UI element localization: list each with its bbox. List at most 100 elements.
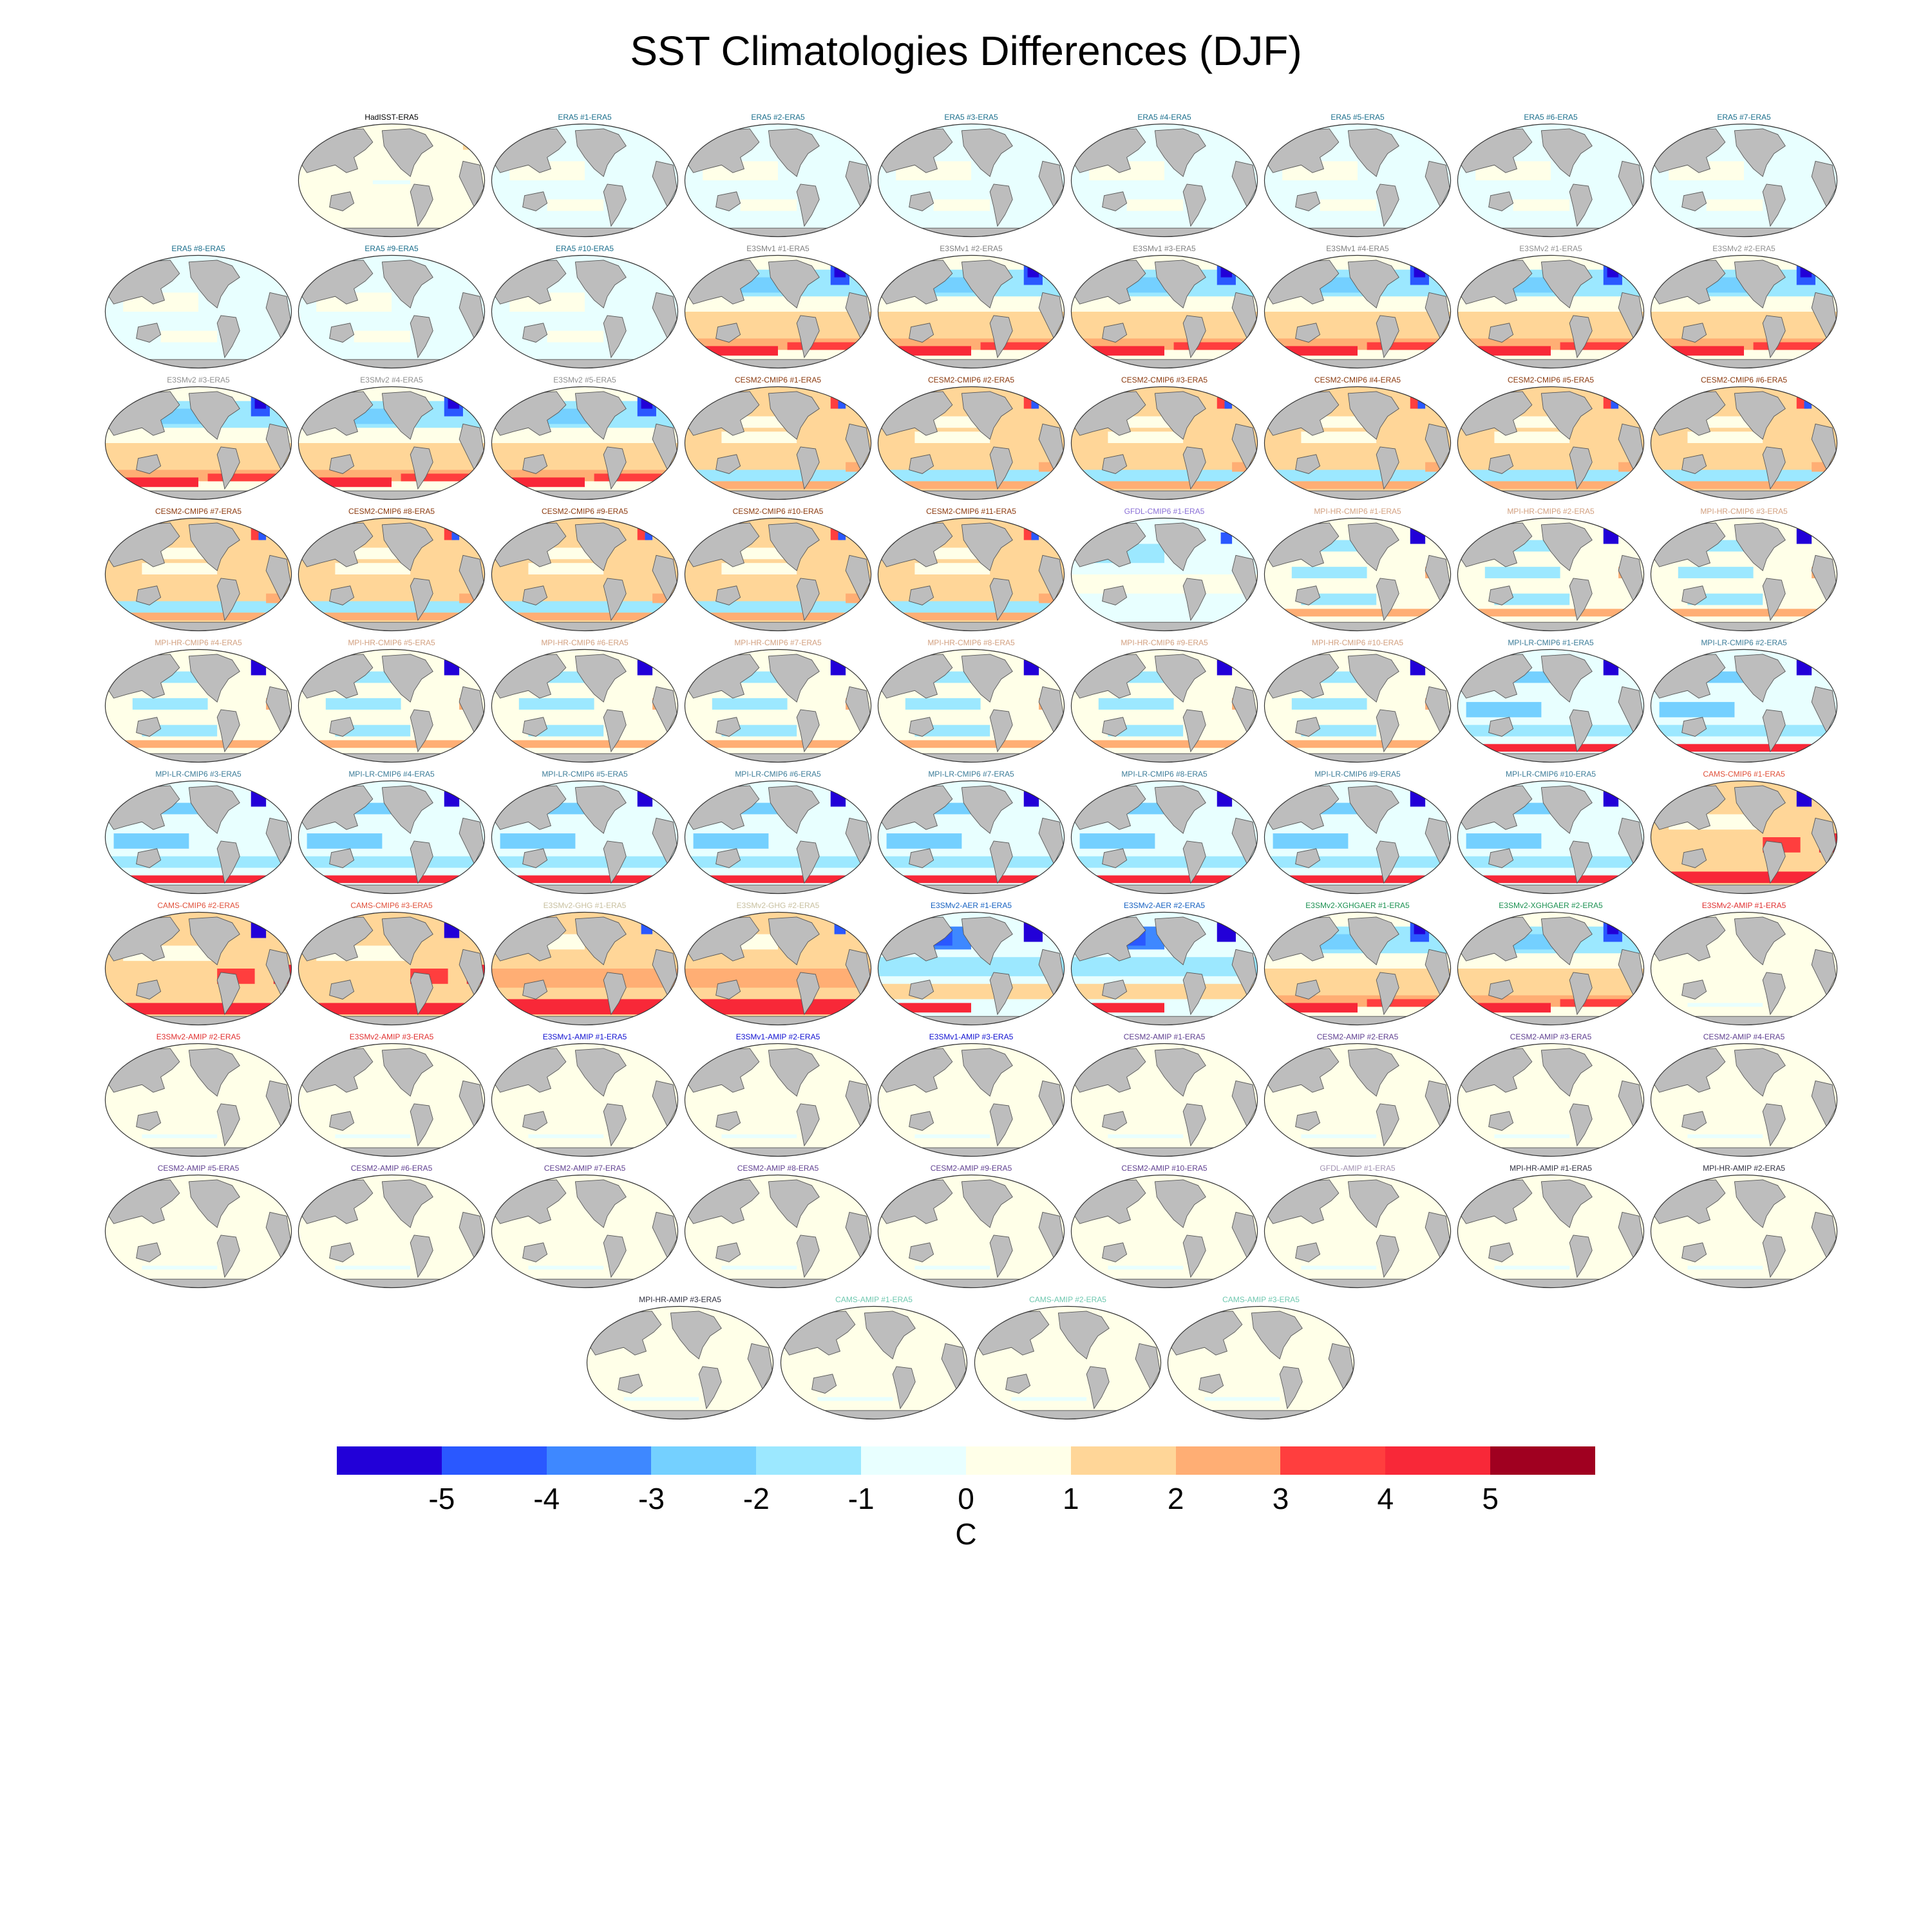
map-outline bbox=[877, 254, 1065, 369]
land-mass bbox=[685, 490, 871, 500]
land-mass bbox=[961, 1179, 1013, 1228]
land-mass bbox=[1376, 184, 1399, 227]
land-mass bbox=[1376, 1103, 1399, 1147]
land-mass bbox=[892, 1366, 916, 1410]
land-mass bbox=[298, 227, 485, 237]
chart-title: SST Climatologies Differences (DJF) bbox=[630, 28, 1302, 74]
bias-region bbox=[444, 922, 460, 938]
bias-region bbox=[878, 312, 1065, 339]
panel-title: MPI-HR-CMIP6 #9-ERA5 bbox=[1121, 638, 1208, 647]
map-outline bbox=[298, 517, 486, 632]
land-mass bbox=[1734, 1048, 1786, 1097]
land-mass bbox=[989, 578, 1013, 621]
bias-region bbox=[1089, 1003, 1164, 1013]
panel-title: CESM2-CMIP6 #4-ERA5 bbox=[1314, 375, 1401, 384]
sst-difference-map bbox=[877, 254, 1065, 369]
bias-region bbox=[1108, 1134, 1184, 1139]
land-mass bbox=[1762, 315, 1786, 359]
bias-region bbox=[1457, 969, 1644, 996]
land-mass bbox=[381, 522, 433, 571]
map-outline bbox=[877, 911, 1065, 1026]
land-mass bbox=[1295, 1111, 1321, 1131]
land-mass bbox=[909, 848, 934, 868]
map-panel: CAMS-CMIP6 #2-ERA5 bbox=[104, 901, 292, 1030]
map-outline bbox=[1070, 254, 1258, 369]
land-mass bbox=[522, 323, 548, 343]
colorbar-bin bbox=[1385, 1446, 1491, 1475]
land-mass bbox=[1651, 359, 1837, 368]
land-mass bbox=[188, 260, 240, 308]
land-mass bbox=[909, 585, 934, 605]
land-mass bbox=[768, 1179, 820, 1228]
bias-region bbox=[1560, 999, 1636, 1007]
bias-region bbox=[1079, 833, 1155, 849]
land-mass bbox=[136, 980, 162, 999]
land-mass bbox=[685, 884, 871, 894]
bias-region bbox=[1494, 431, 1570, 443]
map-outline bbox=[1264, 254, 1452, 369]
map-outline bbox=[684, 649, 872, 763]
bias-region bbox=[1651, 609, 1837, 617]
map-outline bbox=[491, 517, 679, 632]
land-mass bbox=[1295, 323, 1321, 343]
bias-region bbox=[1264, 609, 1451, 617]
sst-difference-map bbox=[104, 517, 292, 632]
bias-region bbox=[830, 659, 846, 676]
bias-region bbox=[685, 999, 871, 1015]
land-mass bbox=[216, 709, 240, 753]
land-mass bbox=[1182, 446, 1206, 490]
colorbar-tick-label: -3 bbox=[638, 1482, 665, 1515]
land-mass bbox=[1182, 840, 1206, 884]
bias-region bbox=[1367, 999, 1443, 1007]
colorbar-tick-label: 3 bbox=[1272, 1482, 1289, 1515]
panel-title: E3SMv1-AMIP #2-ERA5 bbox=[735, 1032, 820, 1041]
land-mass bbox=[410, 1103, 433, 1147]
colorbar bbox=[337, 1446, 1595, 1475]
bias-region bbox=[1603, 528, 1619, 544]
bias-region bbox=[1603, 791, 1619, 807]
sst-difference-map bbox=[1650, 254, 1838, 369]
map-panel: ERA5 #4-ERA5 bbox=[1070, 113, 1258, 242]
map-outline bbox=[1070, 780, 1258, 895]
map-outline bbox=[684, 1174, 872, 1289]
panel-title: CAMS-AMIP #3-ERA5 bbox=[1222, 1295, 1300, 1304]
land-mass bbox=[298, 1278, 485, 1288]
bias-region bbox=[1494, 593, 1570, 605]
bias-region bbox=[1108, 1265, 1184, 1270]
colorbar-bin bbox=[1490, 1446, 1595, 1475]
sst-difference-map bbox=[877, 911, 1065, 1026]
bias-region bbox=[1098, 698, 1174, 710]
map-panel: E3SMv1-AMIP #2-ERA5 bbox=[684, 1032, 872, 1161]
map-panel: E3SMv2 #4-ERA5 bbox=[298, 375, 486, 504]
colorbar-tick-label: -4 bbox=[533, 1482, 560, 1515]
sst-difference-map bbox=[1457, 911, 1645, 1026]
sst-difference-map bbox=[1070, 649, 1258, 763]
map-panel: E3SMv1 #3-ERA5 bbox=[1070, 244, 1258, 373]
panel-title: CESM2-AMIP #7-ERA5 bbox=[544, 1164, 626, 1173]
map-outline bbox=[684, 780, 872, 895]
sst-difference-map bbox=[298, 517, 486, 632]
land-mass bbox=[685, 359, 871, 368]
land-mass bbox=[878, 359, 1065, 368]
land-mass bbox=[522, 1111, 548, 1131]
bias-region bbox=[451, 532, 460, 540]
land-mass bbox=[1071, 490, 1258, 500]
panel-title: MPI-LR-CMIP6 #5-ERA5 bbox=[542, 770, 628, 779]
sst-difference-map bbox=[298, 123, 486, 238]
land-mass bbox=[1681, 1111, 1707, 1131]
bias-region bbox=[1410, 791, 1426, 807]
land-mass bbox=[1102, 1242, 1128, 1262]
land-mass bbox=[989, 1103, 1013, 1147]
land-mass bbox=[1005, 1374, 1031, 1394]
land-mass bbox=[1376, 578, 1399, 621]
map-panel: E3SMv1-AMIP #3-ERA5 bbox=[877, 1032, 1065, 1161]
map-panel: MPI-HR-CMIP6 #8-ERA5 bbox=[877, 638, 1065, 767]
land-mass bbox=[1651, 884, 1837, 894]
panel-title: CESM2-CMIP6 #8-ERA5 bbox=[348, 507, 435, 516]
map-panel: CESM2-CMIP6 #2-ERA5 bbox=[877, 375, 1065, 504]
map-outline bbox=[1650, 1174, 1838, 1289]
map-outline bbox=[104, 254, 292, 369]
land-mass bbox=[329, 980, 355, 999]
panel-title: MPI-LR-CMIP6 #2-ERA5 bbox=[1701, 638, 1787, 647]
panel-title: E3SMv2-AER #1-ERA5 bbox=[930, 901, 1012, 910]
